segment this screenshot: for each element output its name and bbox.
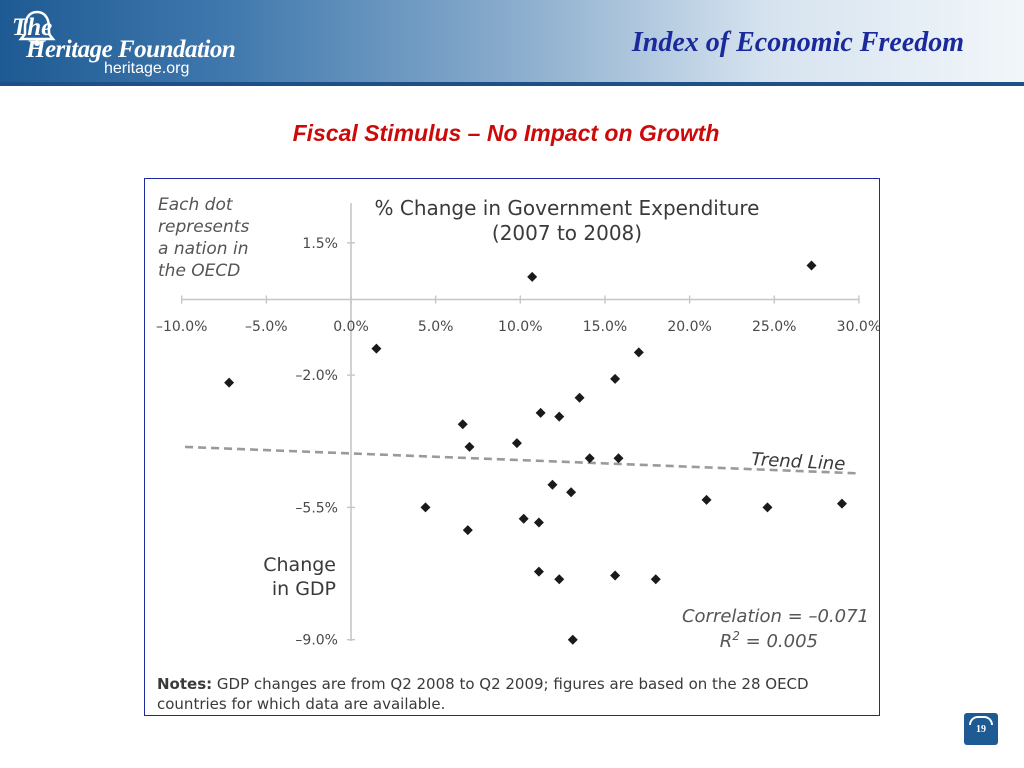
page-badge-arc-icon xyxy=(969,716,993,725)
data-point xyxy=(518,513,529,524)
notes-heading: Notes: xyxy=(157,675,212,693)
y-tick-label: –5.5% xyxy=(295,500,338,516)
scatter-chart: –10.0% –5.0% 0.0% 5.0% 10.0% 15.0% 20.0% 25.0% 3… xyxy=(156,195,879,713)
trend-layer: Trend Line xyxy=(185,445,859,475)
data-point xyxy=(457,419,468,430)
logo-text-the: The xyxy=(12,14,53,41)
trend-line-label: Trend Line xyxy=(751,449,846,475)
data-point xyxy=(633,347,644,358)
data-point xyxy=(533,566,544,577)
x-tick-label: 25.0% xyxy=(752,319,796,335)
page-number: 19 xyxy=(976,724,986,735)
data-point xyxy=(554,411,565,422)
r-squared-exponent: 2 xyxy=(732,629,740,643)
axes-layer: –10.0% –5.0% 0.0% 5.0% 10.0% 15.0% 20.0% 25.0% 3… xyxy=(156,203,879,649)
y-axis-label-line2: in GDP xyxy=(272,578,336,600)
liberty-bell-icon xyxy=(18,10,56,46)
corner-note-line: represents xyxy=(158,217,249,237)
corner-note-line: Each dot xyxy=(158,195,234,215)
data-point xyxy=(371,343,382,354)
data-point xyxy=(567,634,578,645)
text-layer: % Change in Government Expenditure(2007 … xyxy=(157,195,869,713)
y-tick-label: –9.0% xyxy=(295,633,338,649)
data-point xyxy=(701,494,712,505)
data-point xyxy=(650,574,661,585)
x-tick-label: 15.0% xyxy=(583,319,627,335)
data-point xyxy=(610,373,621,384)
header-banner xyxy=(0,0,1024,82)
x-tick-label: –10.0% xyxy=(156,319,207,335)
data-point xyxy=(420,502,431,513)
data-point xyxy=(535,407,546,418)
logo-text-heritage-foundation: Heritage Foundation xyxy=(26,36,236,63)
data-point xyxy=(511,438,522,449)
x-tick-label: 30.0% xyxy=(837,319,879,335)
x-tick-label: –5.0% xyxy=(245,319,288,335)
data-point xyxy=(462,525,473,536)
y-axis-label-line1: Change xyxy=(263,554,336,576)
y-tick-label: 1.5% xyxy=(302,236,338,252)
data-point xyxy=(836,498,847,509)
x-tick-label: 20.0% xyxy=(667,319,711,335)
correlation-label: Correlation = –0.071 xyxy=(682,606,869,627)
data-point xyxy=(613,453,624,464)
x-tick-label: 0.0% xyxy=(333,319,369,335)
data-point xyxy=(464,441,475,452)
corner-note-line: a nation in xyxy=(158,239,248,259)
header-title: Index of Economic Freedom xyxy=(631,27,964,58)
chart-title-line2: (2007 to 2008) xyxy=(492,221,642,245)
trend-line xyxy=(185,445,859,475)
notes-line1: Notes: GDP changes are from Q2 2008 to Q… xyxy=(157,675,809,693)
data-point xyxy=(584,453,595,464)
x-tick-label: 10.0% xyxy=(498,319,542,335)
data-point xyxy=(224,377,235,388)
notes-text-1: GDP changes are from Q2 2008 to Q2 2009;… xyxy=(212,675,808,693)
notes-line2: countries for which data are available. xyxy=(157,695,445,713)
x-tick-label: 5.0% xyxy=(418,319,454,335)
r-squared-letter: R xyxy=(720,631,733,652)
r-squared-value: = 0.005 xyxy=(740,631,818,652)
data-point xyxy=(574,392,585,403)
chart-frame: –10.0% –5.0% 0.0% 5.0% 10.0% 15.0% 20.0% 25.0% 3… xyxy=(144,178,880,716)
data-point xyxy=(566,487,577,498)
corner-note-line: the OECD xyxy=(158,261,240,281)
header-divider xyxy=(0,82,1024,86)
data-point xyxy=(533,517,544,528)
y-tick-label: –2.0% xyxy=(295,368,338,384)
data-point xyxy=(806,260,817,271)
data-point xyxy=(610,570,621,581)
chart-title-line1: % Change in Government Expenditure xyxy=(375,196,760,220)
data-point xyxy=(554,574,565,585)
data-point xyxy=(762,502,773,513)
points-layer xyxy=(224,260,847,645)
slide-title: Fiscal Stimulus – No Impact on Growth xyxy=(292,120,720,146)
r-squared-label: R2 = 0.005 xyxy=(720,629,818,652)
logo-url: heritage.org xyxy=(104,60,190,77)
data-point xyxy=(547,479,558,490)
data-point xyxy=(527,271,538,282)
